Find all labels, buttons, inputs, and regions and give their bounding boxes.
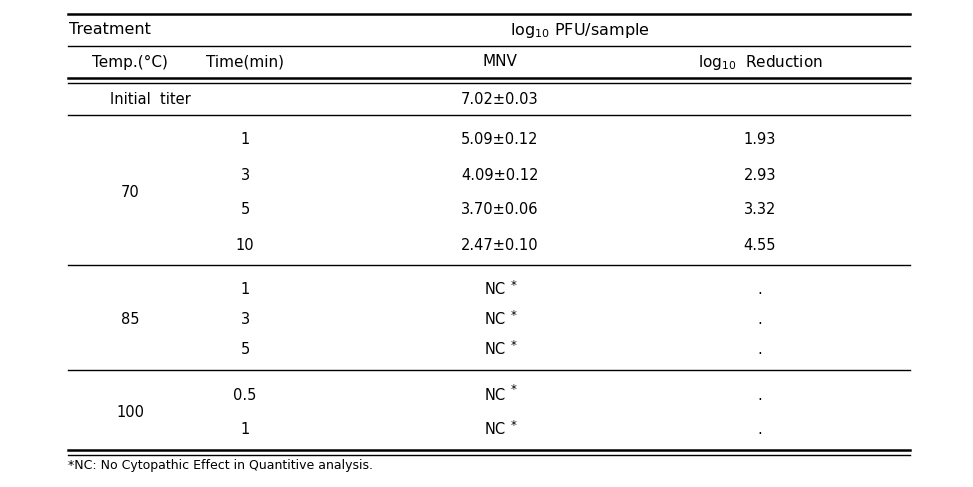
Text: 4.09±0.12: 4.09±0.12 (461, 168, 539, 183)
Text: Treatment: Treatment (69, 22, 151, 37)
Text: 5: 5 (240, 342, 250, 357)
Text: *: * (511, 383, 517, 396)
Text: 2.47±0.10: 2.47±0.10 (461, 238, 539, 252)
Text: 2.93: 2.93 (743, 168, 776, 183)
Text: NC: NC (485, 342, 506, 357)
Text: 100: 100 (116, 405, 144, 420)
Text: *: * (511, 279, 517, 292)
Text: 1.93: 1.93 (743, 132, 776, 148)
Text: .: . (758, 388, 763, 402)
Text: Temp.(°C): Temp.(°C) (92, 55, 168, 70)
Text: MNV: MNV (483, 55, 518, 70)
Text: .: . (758, 342, 763, 357)
Text: 1: 1 (240, 282, 250, 298)
Text: Initial  titer: Initial titer (110, 93, 191, 108)
Text: 1: 1 (240, 132, 250, 148)
Text: .: . (758, 423, 763, 437)
Text: *: * (511, 338, 517, 352)
Text: $\mathrm{log_{10}}$  Reduction: $\mathrm{log_{10}}$ Reduction (698, 53, 822, 72)
Text: 70: 70 (121, 185, 139, 200)
Text: 1: 1 (240, 423, 250, 437)
Text: 4.55: 4.55 (743, 238, 776, 252)
Text: NC: NC (485, 388, 506, 402)
Text: 7.02±0.03: 7.02±0.03 (461, 93, 539, 108)
Text: 3: 3 (240, 168, 249, 183)
Text: 3.32: 3.32 (743, 203, 776, 218)
Text: Time(min): Time(min) (206, 55, 284, 70)
Text: NC: NC (485, 423, 506, 437)
Text: 3.70±0.06: 3.70±0.06 (461, 203, 539, 218)
Text: NC: NC (485, 313, 506, 327)
Text: 10: 10 (235, 238, 254, 252)
Text: .: . (758, 313, 763, 327)
Text: 5.09±0.12: 5.09±0.12 (461, 132, 539, 148)
Text: 5: 5 (240, 203, 250, 218)
Text: *: * (511, 308, 517, 321)
Text: $\mathrm{log_{10}}$ PFU/sample: $\mathrm{log_{10}}$ PFU/sample (510, 20, 650, 39)
Text: *: * (511, 418, 517, 431)
Text: .: . (758, 282, 763, 298)
Text: 0.5: 0.5 (234, 388, 257, 402)
Text: 3: 3 (240, 313, 249, 327)
Text: *NC: No Cytopathic Effect in Quantitive analysis.: *NC: No Cytopathic Effect in Quantitive … (68, 458, 373, 471)
Text: NC: NC (485, 282, 506, 298)
Text: 85: 85 (121, 313, 139, 327)
